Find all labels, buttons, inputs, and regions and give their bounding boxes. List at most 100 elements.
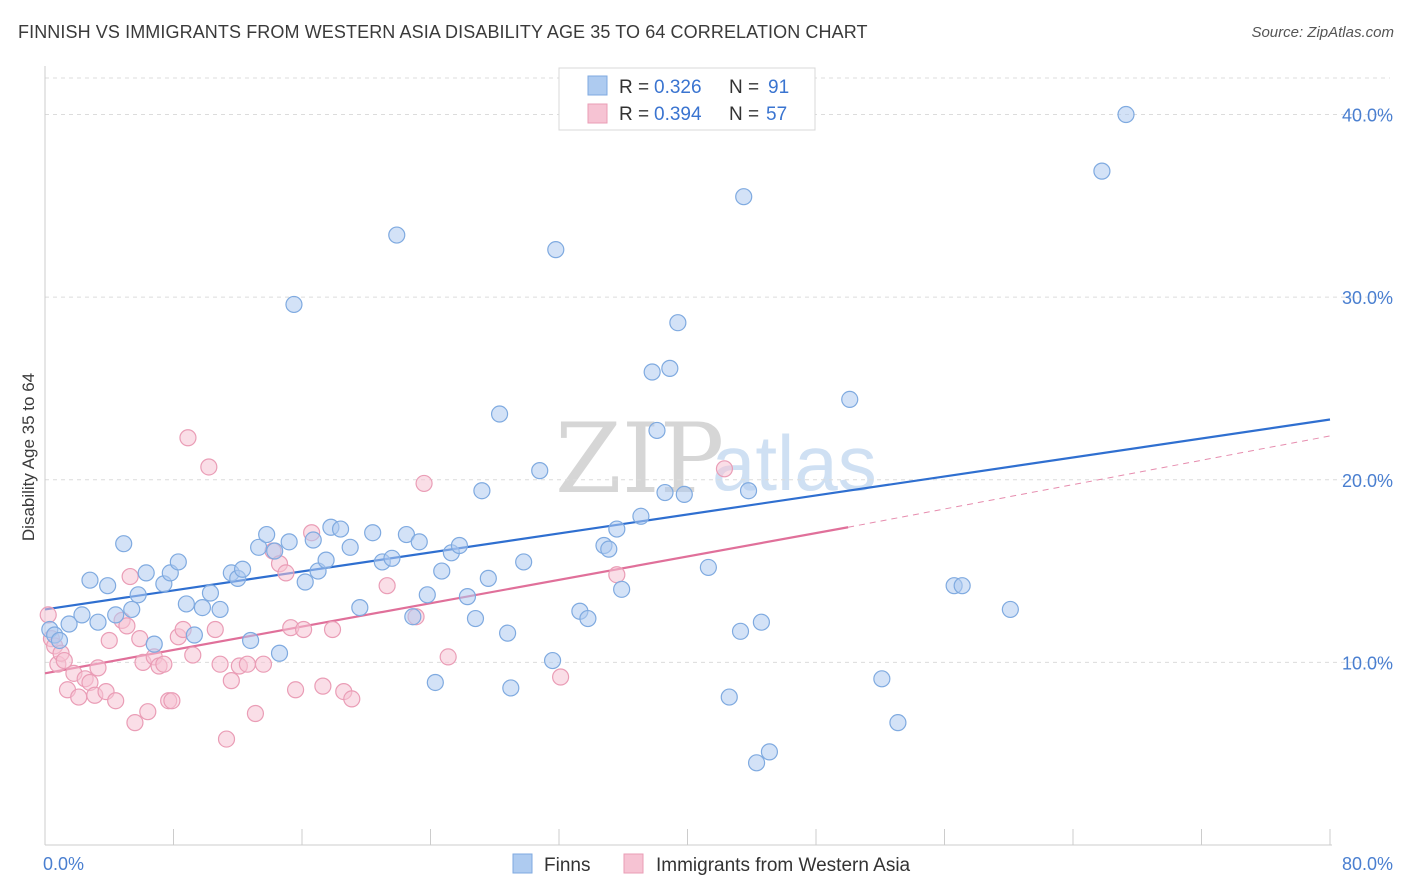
finns-point <box>648 421 666 440</box>
imm-point <box>378 577 396 595</box>
x-tick-label: 80.0% <box>1342 854 1393 874</box>
finns-point <box>426 673 444 692</box>
finns-point <box>458 588 477 606</box>
imm-point <box>39 606 57 624</box>
finns-point <box>479 569 497 587</box>
chart-title: FINNISH VS IMMIGRANTS FROM WESTERN ASIA … <box>18 22 868 42</box>
y-tick-label: 20.0% <box>1342 471 1393 491</box>
finns-point <box>669 314 687 332</box>
imm-point <box>254 655 273 673</box>
bottom-legend: Finns Immigrants from Western Asia <box>512 853 911 876</box>
imm-point <box>286 681 305 699</box>
finns-legend-label: Finns <box>544 855 590 876</box>
imm-point <box>552 668 570 686</box>
finns-point <box>99 577 117 595</box>
imm-point <box>121 567 139 586</box>
finns-point <box>270 644 289 662</box>
finns-point <box>201 584 220 602</box>
finns-trend-line <box>44 418 1331 611</box>
finns-point <box>50 631 69 650</box>
imm-point <box>131 630 149 648</box>
finns-point <box>873 670 891 688</box>
finns-point <box>1093 162 1111 180</box>
finns-point <box>258 525 276 544</box>
imm-point <box>118 617 136 635</box>
imm-trend-line <box>44 526 849 675</box>
finns-point <box>331 520 350 538</box>
finns-point <box>731 622 750 640</box>
finns-point <box>531 462 549 480</box>
x-tick-labels: 0.0% 80.0% <box>43 854 1393 874</box>
finns-point <box>418 586 436 604</box>
finns-point <box>953 577 971 595</box>
finns-point <box>499 624 517 642</box>
finns-points <box>41 105 1135 772</box>
imm-point <box>126 714 144 732</box>
finns-point <box>1001 600 1019 619</box>
axes <box>44 66 1332 846</box>
finns-point <box>233 560 252 578</box>
finns-point <box>739 482 758 500</box>
finns-point <box>1117 105 1135 124</box>
y-tick-label: 30.0% <box>1342 288 1393 308</box>
finns-n-label: N = <box>729 77 759 98</box>
finns-point <box>515 553 533 571</box>
finns-point <box>600 540 618 558</box>
imm-point <box>314 677 332 695</box>
finns-point <box>656 483 674 502</box>
imm-point <box>277 564 295 582</box>
imm-point <box>55 651 73 670</box>
finns-point <box>351 598 369 617</box>
finns-r-label: R = <box>619 77 649 98</box>
finns-point <box>129 586 147 604</box>
finns-point <box>450 536 469 555</box>
finns-point <box>502 679 520 697</box>
finns-point <box>266 542 284 560</box>
imm-point <box>439 648 457 666</box>
imm-point <box>155 655 173 673</box>
finns-point <box>211 600 229 619</box>
finns-point <box>433 562 451 580</box>
finns-n-value: 91 <box>768 77 789 98</box>
watermark-zip: ZIP <box>555 403 724 515</box>
finns-r-value: 0.326 <box>654 77 702 98</box>
finns-point <box>60 615 78 633</box>
finns-point <box>250 538 268 556</box>
imm-point <box>211 655 229 673</box>
y-tick-labels: 10.0% 20.0% 30.0% 40.0% <box>1342 106 1393 674</box>
imm-point <box>222 672 240 690</box>
imm-point <box>89 659 107 677</box>
imm-point <box>139 703 157 721</box>
imm-legend-swatch <box>623 853 644 874</box>
imm-r-label: R = <box>619 104 649 125</box>
imm-point <box>70 688 88 706</box>
finns-point <box>364 524 382 542</box>
y-tick-label: 40.0% <box>1342 106 1393 126</box>
imm-point <box>295 620 313 639</box>
finns-point <box>720 688 738 706</box>
finns-point <box>747 754 766 772</box>
finns-point <box>185 626 203 644</box>
finns-point <box>735 188 753 206</box>
source-label: Source: ZipAtlas.com <box>1251 24 1394 41</box>
imm-trend-extension <box>848 435 1331 528</box>
imm-point <box>715 460 734 478</box>
finns-point <box>841 390 859 409</box>
imm-point <box>246 704 265 723</box>
finns-point <box>752 613 770 631</box>
finns-point <box>760 743 779 761</box>
imm-point <box>200 458 218 476</box>
imm-point <box>323 620 342 639</box>
imm-legend-label: Immigrants from Western Asia <box>656 855 911 876</box>
finns-point <box>341 538 359 556</box>
finns-point <box>296 573 314 591</box>
trend-lines <box>44 418 1331 675</box>
imm-swatch <box>587 103 608 124</box>
imm-point <box>217 730 236 748</box>
imm-point <box>238 655 256 673</box>
imm-point <box>608 566 626 584</box>
finns-point <box>242 631 260 650</box>
finns-point <box>145 635 163 653</box>
finns-point <box>169 553 187 571</box>
x-tick-label: 0.0% <box>43 854 84 874</box>
